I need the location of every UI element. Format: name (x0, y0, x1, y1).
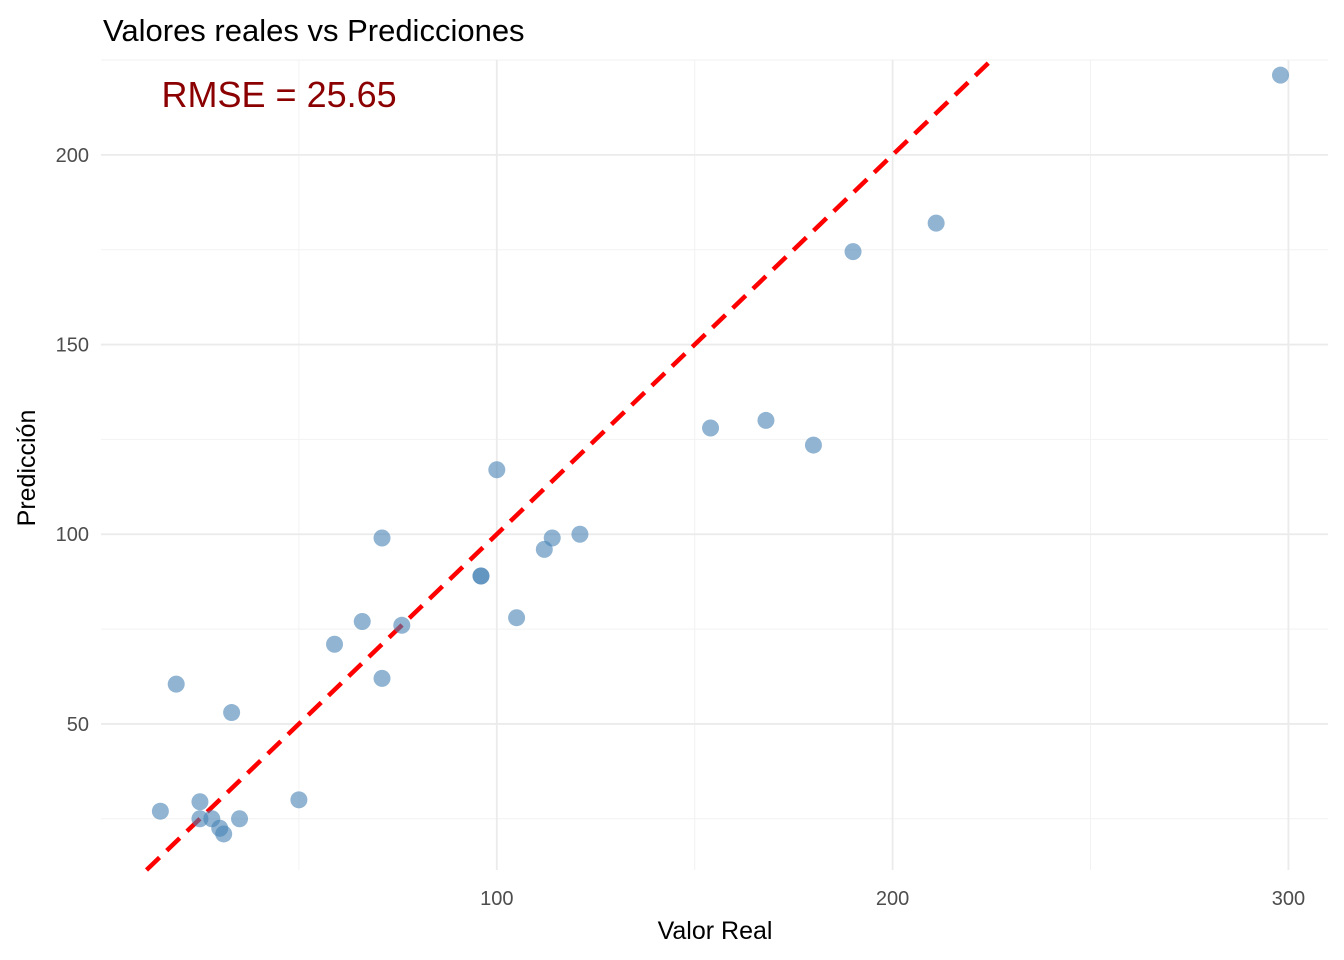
data-point (543, 529, 561, 547)
data-point (353, 612, 371, 630)
x-axis-ticks: 100 200 300 (480, 888, 1305, 910)
y-tick-label: 50 (67, 714, 89, 736)
data-point (472, 567, 490, 585)
data-point (1272, 66, 1290, 84)
x-axis-title: Valor Real (658, 917, 773, 945)
data-point (393, 616, 411, 634)
y-axis-title: Predicción (13, 410, 41, 527)
chart-title: Valores reales vs Predicciones (103, 13, 525, 48)
data-point (191, 810, 209, 828)
points-group (151, 66, 1290, 843)
data-point (191, 793, 209, 811)
grid (101, 59, 1328, 870)
data-point (326, 635, 344, 653)
x-tick-label: 100 (480, 888, 513, 910)
x-tick-label: 300 (1272, 888, 1305, 910)
data-point (508, 609, 526, 627)
y-tick-label: 150 (56, 335, 89, 357)
data-point (927, 214, 945, 232)
data-point (571, 525, 589, 543)
data-point (223, 704, 241, 722)
data-point (844, 243, 862, 261)
rmse-annotation: RMSE = 25.65 (162, 74, 397, 115)
data-point (804, 436, 822, 454)
data-point (757, 411, 775, 429)
data-point (702, 419, 720, 437)
y-axis-ticks: 50 100 150 200 (56, 145, 89, 736)
data-point (215, 825, 233, 843)
data-point (231, 810, 249, 828)
x-tick-label: 200 (876, 888, 909, 910)
data-point (373, 529, 391, 547)
identity-reference-line (144, 58, 994, 872)
data-point (290, 791, 308, 809)
y-tick-label: 200 (56, 145, 89, 167)
reference-line-group (144, 58, 994, 872)
data-point (488, 461, 506, 479)
data-point (151, 802, 169, 820)
data-point (167, 675, 185, 693)
y-tick-label: 100 (56, 524, 89, 546)
data-point (373, 669, 391, 687)
